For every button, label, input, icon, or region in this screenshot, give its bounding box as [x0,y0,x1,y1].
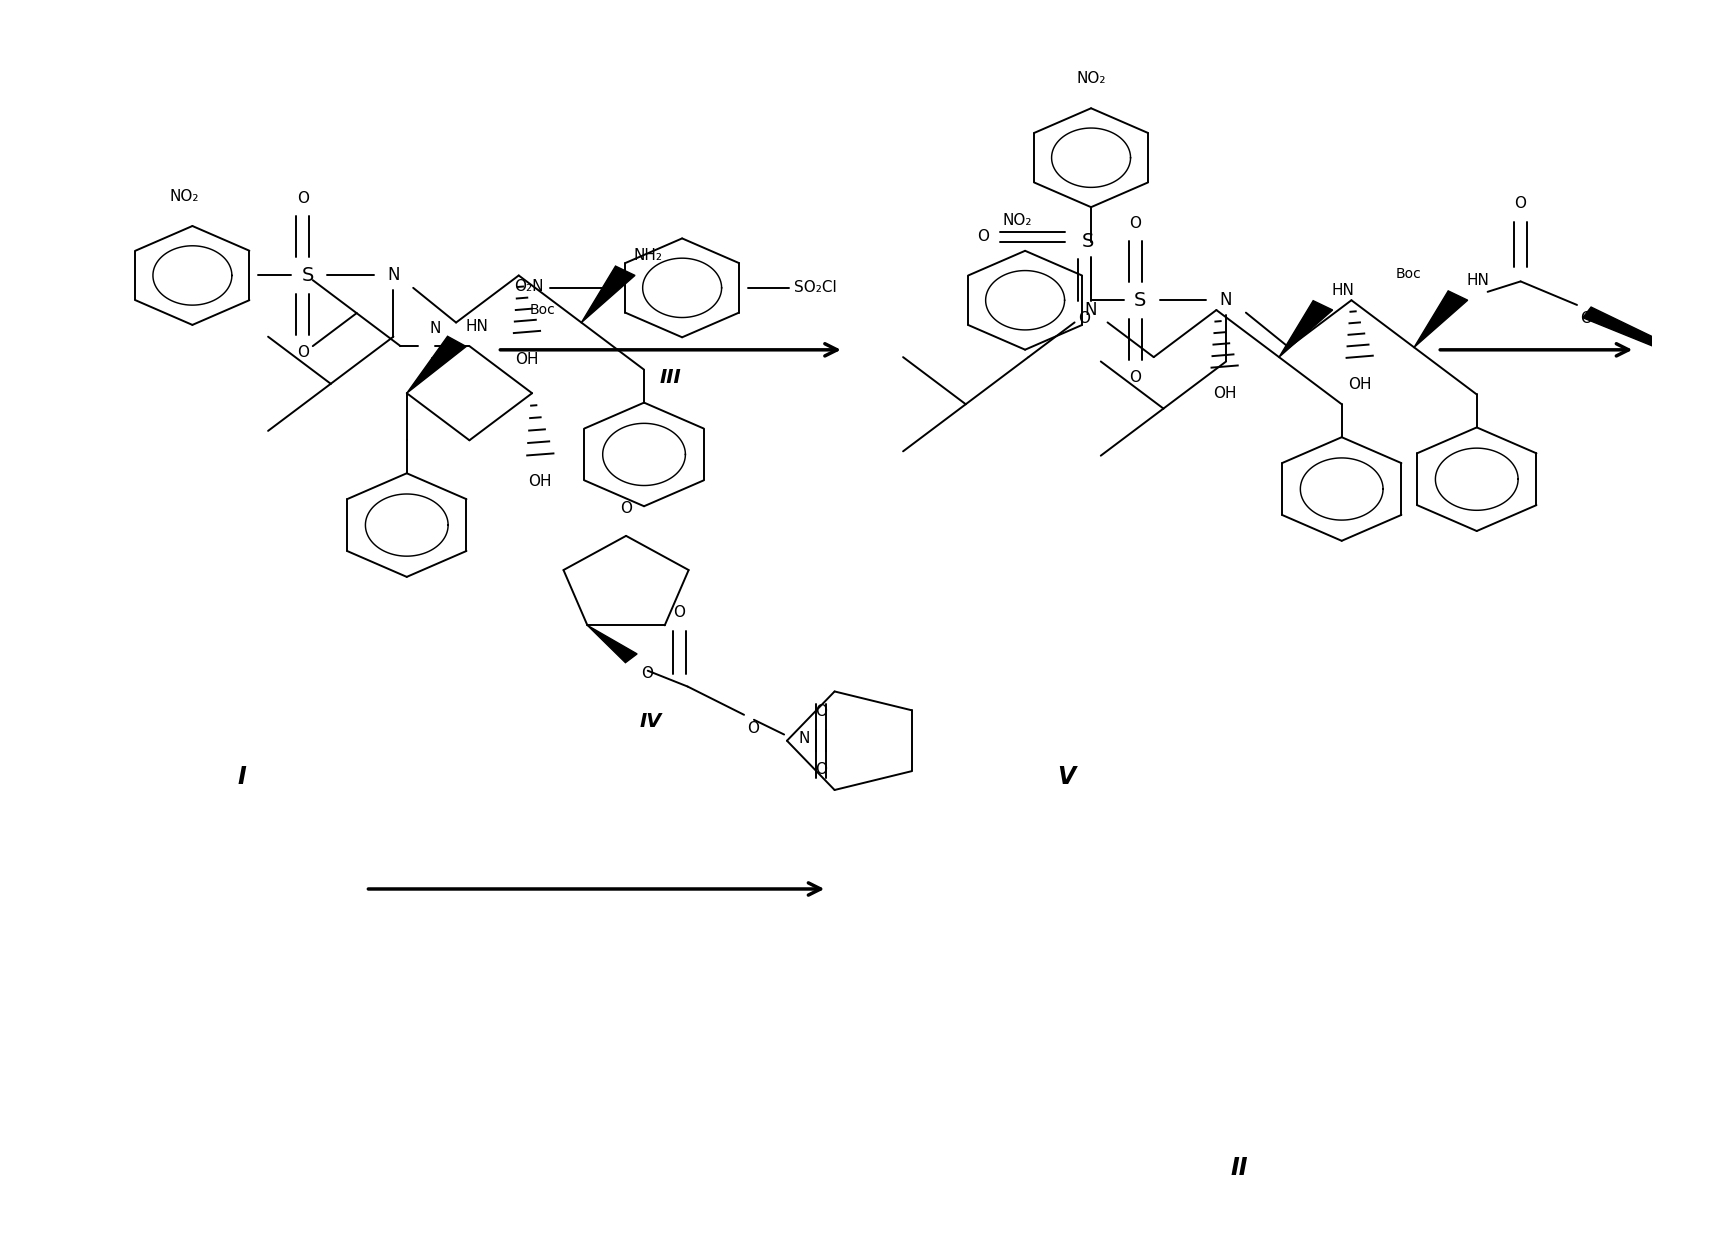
Text: O: O [748,721,760,736]
Text: S: S [1081,233,1093,251]
Text: IV: IV [639,712,661,731]
Text: OH: OH [515,352,539,367]
Text: NO₂: NO₂ [1076,71,1105,86]
Text: NO₂: NO₂ [1002,213,1031,229]
Text: O: O [297,190,309,205]
Text: O: O [1129,215,1142,230]
Text: HN: HN [465,319,489,334]
Polygon shape [587,625,637,662]
Text: O: O [815,705,827,720]
Polygon shape [582,266,636,322]
Text: NO₂: NO₂ [169,189,199,204]
Polygon shape [1414,291,1468,347]
Text: II: II [1231,1155,1249,1180]
Text: O: O [1515,195,1527,210]
Polygon shape [1582,308,1727,395]
Text: N: N [430,321,440,336]
Text: N: N [800,731,810,746]
Text: O₂N: O₂N [515,279,544,294]
Text: S: S [1135,291,1147,310]
Text: OH: OH [1212,386,1237,401]
Text: O: O [977,229,990,244]
Text: Boc: Boc [530,303,554,316]
Text: O: O [641,666,653,681]
Text: HN: HN [1466,273,1489,288]
Text: N: N [1219,291,1233,309]
Text: O: O [297,345,309,360]
Text: III: III [660,367,682,387]
Text: OH: OH [528,474,553,489]
Text: O: O [1078,311,1090,326]
Text: N: N [1085,301,1097,319]
Text: O: O [674,605,686,620]
Text: O: O [620,500,632,515]
Text: O: O [1580,311,1592,326]
Text: O: O [815,762,827,777]
Text: I: I [238,766,247,789]
Polygon shape [408,336,466,393]
Polygon shape [1280,301,1333,357]
Text: OH: OH [1349,376,1371,392]
Text: H: H [430,356,440,370]
Text: S: S [302,266,314,285]
Text: O: O [1129,370,1142,385]
Text: N: N [387,266,399,284]
Text: Boc: Boc [1395,266,1421,280]
Text: V: V [1057,766,1076,789]
Text: NH₂: NH₂ [634,248,663,263]
Text: HN: HN [1332,283,1354,298]
Text: SO₂Cl: SO₂Cl [794,280,838,295]
